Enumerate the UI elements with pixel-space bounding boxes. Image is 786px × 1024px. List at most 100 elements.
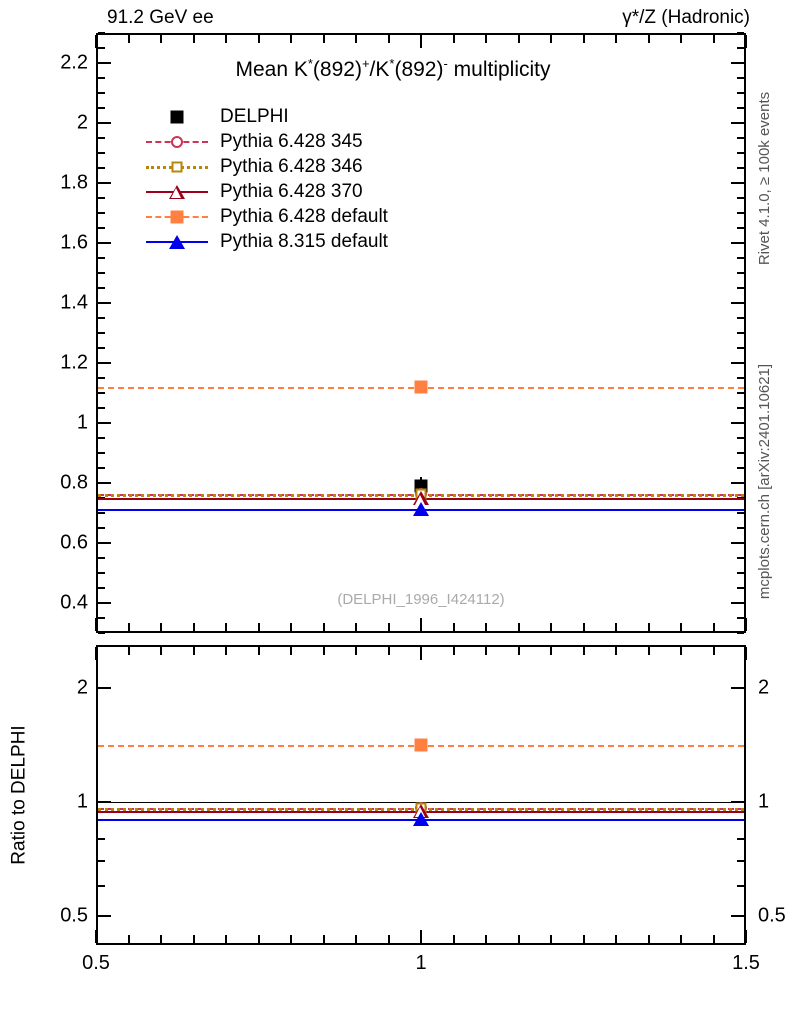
axis-tick <box>127 623 130 631</box>
legend-item[interactable]: Pythia 6.428 346 <box>146 154 388 179</box>
axis-tick <box>225 35 227 43</box>
legend-item[interactable]: DELPHI <box>146 104 388 129</box>
axis-tick <box>98 885 105 888</box>
axis-tick <box>98 137 105 139</box>
axis-tick <box>290 647 292 655</box>
axis-tick <box>737 859 744 862</box>
legend-label: Pythia 8.315 default <box>220 230 388 252</box>
axis-tick <box>745 930 747 943</box>
legend-key <box>146 206 208 228</box>
axis-tick <box>98 257 105 259</box>
axis-tick <box>98 77 105 79</box>
axis-tick <box>737 557 744 559</box>
title-charge-minus: - <box>443 56 448 71</box>
legend-key <box>146 156 208 178</box>
axis-tick <box>98 287 105 289</box>
axis-tick <box>737 347 744 349</box>
axis-tick <box>95 618 97 631</box>
axis-tick <box>452 623 455 631</box>
axis-tick <box>680 647 682 655</box>
axis-tick <box>737 885 744 888</box>
axis-tick <box>745 35 747 48</box>
axis-tick <box>98 587 105 589</box>
y-tick-label: 2.2 <box>60 51 88 74</box>
legend-item[interactable]: Pythia 6.428 default <box>146 204 388 229</box>
axis-tick <box>737 572 744 574</box>
legend-label: Pythia 6.428 346 <box>220 155 363 177</box>
legend-item[interactable]: Pythia 6.428 345 <box>146 129 388 154</box>
axis-tick <box>712 647 715 655</box>
axis-tick <box>290 935 292 943</box>
axis-tick <box>257 623 260 631</box>
title-mass-1: (892) <box>312 58 362 81</box>
axis-tick <box>737 32 744 34</box>
series-marker <box>170 210 184 223</box>
axis-tick <box>737 407 744 409</box>
axis-tick <box>452 935 455 943</box>
axis-tick <box>485 935 487 943</box>
axis-tick <box>615 35 617 43</box>
main-series-layer <box>98 35 744 631</box>
series-marker <box>413 812 429 827</box>
axis-tick <box>98 347 105 349</box>
axis-tick <box>680 623 682 631</box>
axis-tick <box>98 407 105 409</box>
axis-tick <box>737 287 744 289</box>
axis-tick <box>98 557 105 559</box>
y-tick-label: 1 <box>76 411 88 434</box>
triangle-fill <box>171 187 182 198</box>
axis-tick <box>355 623 357 631</box>
y-tick-label: 0.4 <box>60 591 88 614</box>
axis-tick <box>680 35 682 43</box>
axis-tick <box>387 623 390 631</box>
x-tick-label: 0.5 <box>82 952 110 974</box>
axis-tick <box>420 35 422 48</box>
y-tick-label: 1.8 <box>60 171 88 194</box>
axis-tick <box>737 317 744 319</box>
legend-item[interactable]: Pythia 8.315 default <box>146 229 388 254</box>
axis-tick <box>98 152 105 154</box>
series-marker <box>169 234 185 249</box>
y-tick-label: 0.6 <box>60 531 88 554</box>
y-tick-label: 2 <box>758 676 770 699</box>
axis-tick <box>647 35 650 43</box>
y-tick-label: 1 <box>76 790 88 813</box>
axis-tick <box>737 437 744 439</box>
axis-tick <box>127 35 130 43</box>
axis-tick <box>485 623 487 631</box>
axis-tick <box>98 197 105 199</box>
axis-tick <box>98 272 105 274</box>
legend-key <box>146 106 208 128</box>
axis-tick <box>257 647 260 655</box>
triangle-fill <box>415 494 426 505</box>
axis-tick <box>98 377 105 379</box>
axis-tick <box>731 182 744 184</box>
axis-tick <box>160 935 162 943</box>
y-tick-label: 1.2 <box>60 351 88 374</box>
mcplots-source-caption: mcplots.cern.ch [arXiv:2401.10621] <box>752 330 778 633</box>
title-slash: /K <box>369 58 390 81</box>
axis-tick <box>420 618 422 631</box>
axis-tick <box>98 482 111 484</box>
axis-tick <box>737 92 744 94</box>
axis-tick <box>98 242 111 244</box>
axis-tick <box>712 623 715 631</box>
axis-tick <box>737 272 744 274</box>
axis-tick <box>95 647 97 660</box>
analysis-id-watermark: (DELPHI_1996_I424112) <box>337 591 505 608</box>
legend-label: DELPHI <box>220 105 289 127</box>
axis-tick <box>582 35 585 43</box>
legend-item[interactable]: Pythia 6.428 370 <box>146 179 388 204</box>
axis-tick <box>737 617 744 619</box>
axis-tick <box>731 602 744 604</box>
axis-tick <box>731 242 744 244</box>
series-marker <box>414 738 428 752</box>
axis-tick <box>225 647 227 655</box>
axis-tick <box>98 467 105 469</box>
axis-tick <box>98 302 111 304</box>
axis-tick <box>322 647 325 655</box>
axis-tick <box>387 935 390 943</box>
axis-tick <box>731 302 744 304</box>
title-mass-2: (892) <box>394 58 444 81</box>
